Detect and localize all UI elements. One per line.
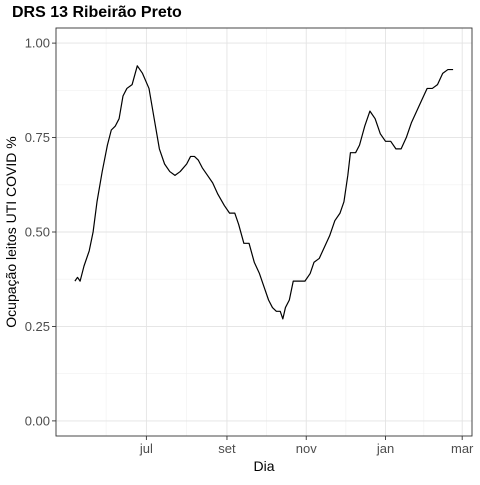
grid xyxy=(56,28,472,436)
x-tick-label: jul xyxy=(139,441,153,456)
y-tick-label: 0.00 xyxy=(25,413,50,428)
y-axis: 0.00 0.25 0.50 0.75 1.00 xyxy=(25,36,56,428)
x-tick-label: set xyxy=(218,441,236,456)
x-axis: jul set nov jan mar xyxy=(139,436,474,456)
chart-title: DRS 13 Ribeirão Preto xyxy=(12,4,182,21)
x-tick-label: jan xyxy=(376,441,394,456)
x-tick-label: nov xyxy=(296,441,317,456)
y-axis-title: Ocupação leitos UTI COVID % xyxy=(3,136,19,327)
x-axis-title: Dia xyxy=(253,458,274,474)
series-layer xyxy=(74,65,454,320)
y-tick-label: 0.50 xyxy=(25,225,50,240)
y-tick-label: 0.25 xyxy=(25,319,50,334)
y-tick-label: 0.75 xyxy=(25,130,50,145)
series-line xyxy=(74,65,454,320)
x-tick-label: mar xyxy=(451,441,474,456)
y-tick-label: 1.00 xyxy=(25,36,50,51)
